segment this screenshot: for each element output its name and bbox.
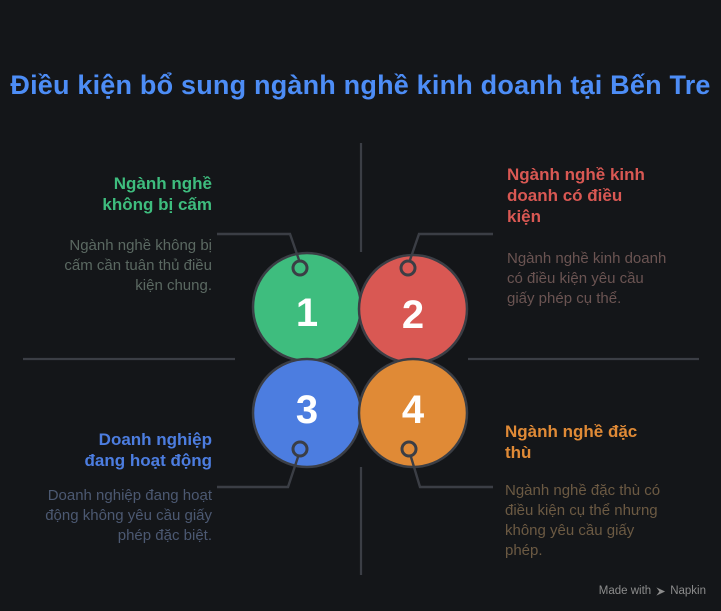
quadrant-2-label: Ngành nghề kinh doanh có điều kiện [507, 165, 645, 226]
anchor-ring-1 [291, 259, 309, 277]
quadrant-1-label: Ngành nghề không bị cấm [102, 174, 212, 214]
quadrant-4-label: Ngành nghề đặc thù [505, 422, 638, 462]
quadrant-dividers [23, 143, 699, 575]
quadrant-2-description: Ngành nghề kinh doanh có điều kiện yêu c… [507, 250, 667, 307]
anchor-ring-2 [399, 259, 417, 277]
quadrant-1-description: Ngành nghề không bị cấm cần tuân thủ điề… [64, 237, 212, 294]
quadrant-3-description: Doanh nghiệp đang hoạt động không yêu cầ… [45, 487, 212, 544]
watermark-prefix: Made with [598, 585, 652, 597]
watermark-brand: Napkin [670, 585, 706, 597]
quadrant-4-description: Ngành nghề đặc thù có điều kiện cụ thể n… [505, 482, 661, 559]
connector-line-1 [217, 232, 301, 261]
circle-1-number: 1 [296, 291, 318, 335]
connector-line-4 [409, 456, 493, 489]
napkin-watermark[interactable]: Made with Napkin [599, 585, 706, 597]
anchor-ring-4 [400, 440, 418, 458]
circle-4-number: 4 [402, 388, 425, 432]
quadrant-3-label: Doanh nghiệp đang hoạt động [84, 430, 212, 470]
connector-lines [217, 232, 493, 489]
connector-line-3 [217, 456, 300, 489]
anchor-ring-3 [291, 440, 309, 458]
circle-3-number: 3 [296, 388, 318, 432]
page-title: Điều kiện bổ sung ngành nghề kinh doanh … [10, 70, 711, 100]
napkin-logo-icon [656, 586, 666, 596]
connector-line-2 [408, 232, 493, 261]
circle-2-number: 2 [402, 293, 424, 337]
